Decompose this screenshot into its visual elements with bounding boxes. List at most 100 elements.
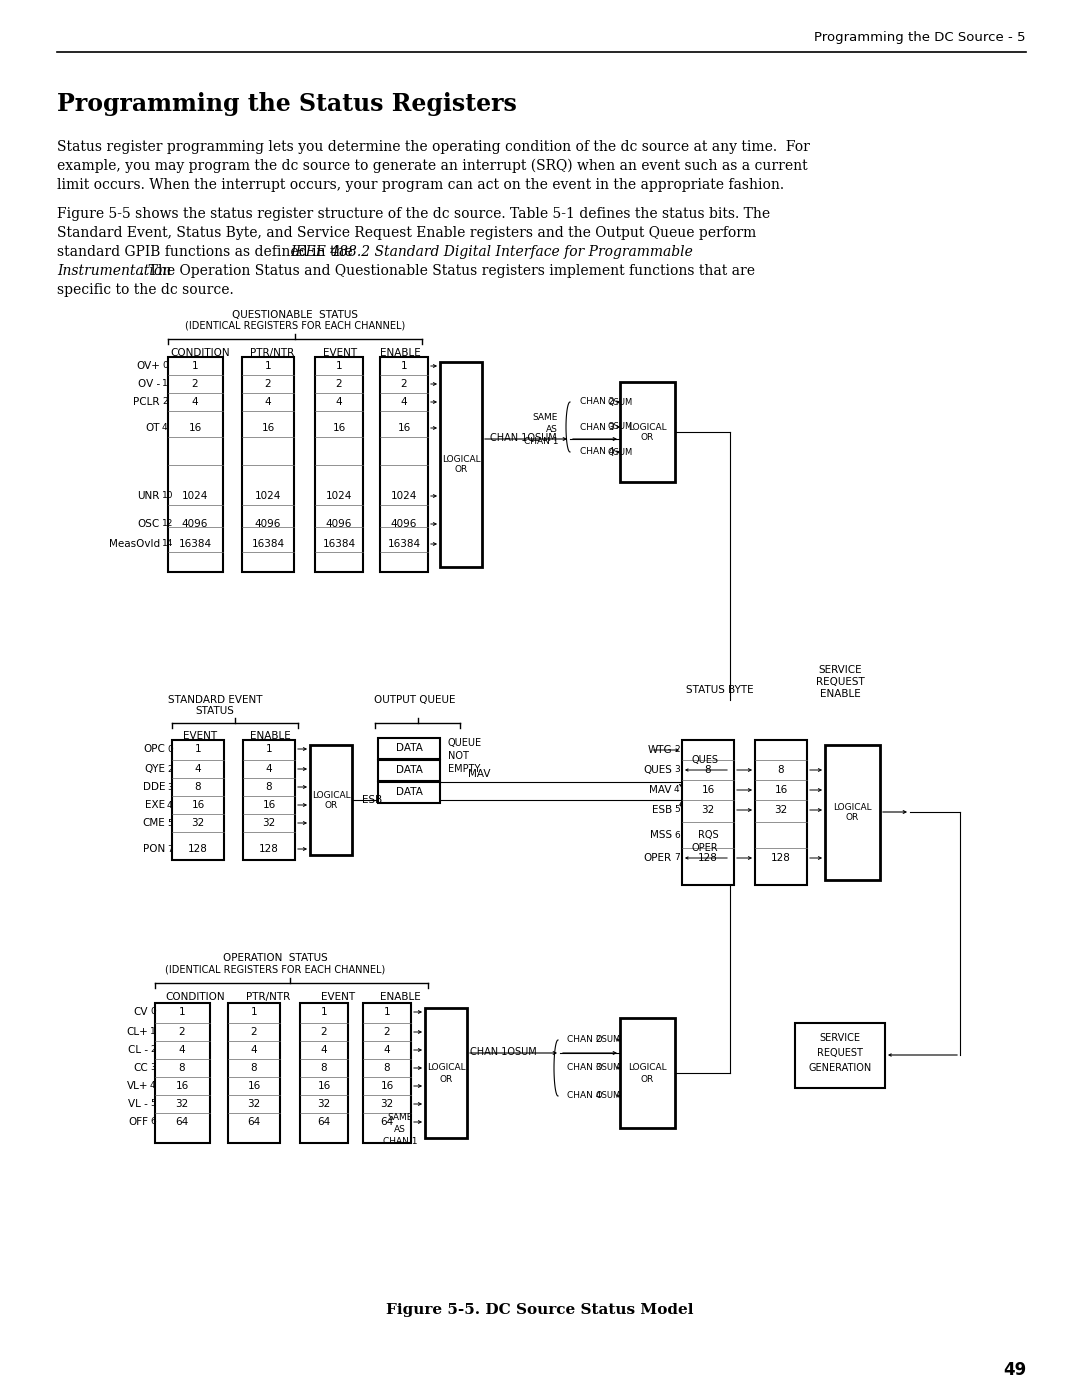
Text: LOGICAL: LOGICAL	[427, 1063, 465, 1073]
Text: ENABLE: ENABLE	[249, 731, 291, 740]
Text: SERVICE: SERVICE	[819, 665, 862, 675]
Text: LOGICAL: LOGICAL	[627, 1063, 666, 1073]
Text: CL -: CL -	[127, 1045, 148, 1055]
Text: 6: 6	[150, 1118, 156, 1126]
Text: specific to the dc source.: specific to the dc source.	[57, 284, 233, 298]
Text: QYE: QYE	[144, 764, 165, 774]
Text: CHAN 1QSUM: CHAN 1QSUM	[490, 433, 557, 443]
Text: 1: 1	[265, 360, 271, 372]
Bar	[315, 358, 363, 571]
Text: 1: 1	[401, 360, 407, 372]
Text: 1: 1	[266, 745, 272, 754]
Text: CME: CME	[143, 819, 165, 828]
Text: Programming the DC Source - 5: Programming the DC Source - 5	[814, 32, 1026, 45]
Text: QUES: QUES	[691, 754, 718, 766]
Text: 0: 0	[162, 362, 167, 370]
Text: AS: AS	[394, 1126, 406, 1134]
Text: 8: 8	[178, 1063, 186, 1073]
Text: RQS: RQS	[698, 830, 718, 840]
Bar	[380, 358, 428, 571]
Text: 1: 1	[150, 1028, 156, 1037]
Text: 16: 16	[247, 1081, 260, 1091]
Text: 4: 4	[162, 423, 167, 433]
Bar	[620, 381, 675, 482]
Text: 32: 32	[175, 1099, 189, 1109]
Text: 1: 1	[162, 380, 167, 388]
Text: 5: 5	[674, 806, 679, 814]
Text: Status register programming lets you determine the operating condition of the dc: Status register programming lets you det…	[57, 140, 810, 154]
Text: PTR/NTR: PTR/NTR	[249, 348, 294, 358]
Text: 0: 0	[150, 1007, 156, 1017]
Text: CHAN 2: CHAN 2	[567, 1035, 602, 1045]
Text: 10: 10	[162, 492, 174, 500]
Text: OT: OT	[146, 423, 160, 433]
Text: QSUM: QSUM	[607, 422, 632, 432]
Text: 4: 4	[321, 1045, 327, 1055]
Text: VL -: VL -	[129, 1099, 148, 1109]
Text: (IDENTICAL REGISTERS FOR EACH CHANNEL): (IDENTICAL REGISTERS FOR EACH CHANNEL)	[185, 321, 405, 331]
Text: CHAN 4: CHAN 4	[580, 447, 615, 457]
Text: 2: 2	[401, 379, 407, 388]
Text: DATA: DATA	[395, 743, 422, 753]
Text: 16: 16	[333, 423, 346, 433]
Text: CHAN 1OSUM: CHAN 1OSUM	[470, 1046, 537, 1058]
Text: 8: 8	[321, 1063, 327, 1073]
Text: OR: OR	[640, 433, 653, 443]
Text: 4: 4	[265, 397, 271, 407]
Text: MSS: MSS	[650, 830, 672, 840]
Text: 2: 2	[162, 398, 167, 407]
Text: 3: 3	[150, 1063, 156, 1073]
Text: SERVICE: SERVICE	[820, 1032, 861, 1044]
Text: 4: 4	[194, 764, 201, 774]
Text: OR: OR	[324, 802, 338, 810]
Text: AS: AS	[546, 425, 558, 433]
Text: 4: 4	[401, 397, 407, 407]
Text: EXE: EXE	[145, 800, 165, 810]
Text: 4: 4	[336, 397, 342, 407]
Text: EVENT: EVENT	[321, 992, 355, 1002]
Text: 32: 32	[318, 1099, 330, 1109]
Text: 2: 2	[178, 1027, 186, 1037]
Text: 2: 2	[265, 379, 271, 388]
Text: 5: 5	[150, 1099, 156, 1108]
Text: 6: 6	[674, 830, 679, 840]
Text: 8: 8	[778, 766, 784, 775]
Text: 2: 2	[383, 1027, 390, 1037]
Text: 8: 8	[383, 1063, 390, 1073]
Text: 4096: 4096	[391, 520, 417, 529]
Text: QUESTIONABLE  STATUS: QUESTIONABLE STATUS	[232, 310, 357, 320]
Bar	[795, 1023, 885, 1088]
Text: 2: 2	[167, 764, 173, 774]
Text: 4: 4	[191, 397, 199, 407]
Text: GENERATION: GENERATION	[808, 1063, 872, 1073]
Bar	[755, 740, 807, 886]
Text: 2: 2	[150, 1045, 156, 1055]
Text: 128: 128	[259, 844, 279, 854]
Text: PON: PON	[143, 844, 165, 854]
Bar	[300, 1003, 348, 1143]
Text: PTR/NTR: PTR/NTR	[246, 992, 291, 1002]
Text: PCLR: PCLR	[134, 397, 160, 407]
Text: OR: OR	[640, 1074, 653, 1084]
Text: OV+: OV+	[136, 360, 160, 372]
Text: 1: 1	[178, 1007, 186, 1017]
Text: 16: 16	[397, 423, 410, 433]
Text: limit occurs. When the interrupt occurs, your program can act on the event in th: limit occurs. When the interrupt occurs,…	[57, 177, 784, 191]
Text: MeasOvld: MeasOvld	[109, 539, 160, 549]
Text: 32: 32	[380, 1099, 393, 1109]
Text: ENABLE: ENABLE	[820, 689, 861, 698]
Text: MAV: MAV	[649, 785, 672, 795]
Text: CHAN 4: CHAN 4	[567, 1091, 602, 1101]
Text: . The Operation Status and Questionable Status registers implement functions tha: . The Operation Status and Questionable …	[140, 264, 755, 278]
Text: Figure 5-5. DC Source Status Model: Figure 5-5. DC Source Status Model	[387, 1303, 693, 1317]
Text: 4: 4	[251, 1045, 257, 1055]
Text: (IDENTICAL REGISTERS FOR EACH CHANNEL): (IDENTICAL REGISTERS FOR EACH CHANNEL)	[165, 965, 386, 975]
Bar	[378, 782, 440, 803]
Text: SAME: SAME	[532, 412, 558, 422]
Text: LOGICAL: LOGICAL	[312, 791, 350, 799]
Text: QSUM: QSUM	[607, 398, 632, 407]
Text: 7: 7	[167, 845, 173, 854]
Text: 2: 2	[674, 746, 679, 754]
Text: VL+: VL+	[126, 1081, 148, 1091]
Text: 32: 32	[247, 1099, 260, 1109]
